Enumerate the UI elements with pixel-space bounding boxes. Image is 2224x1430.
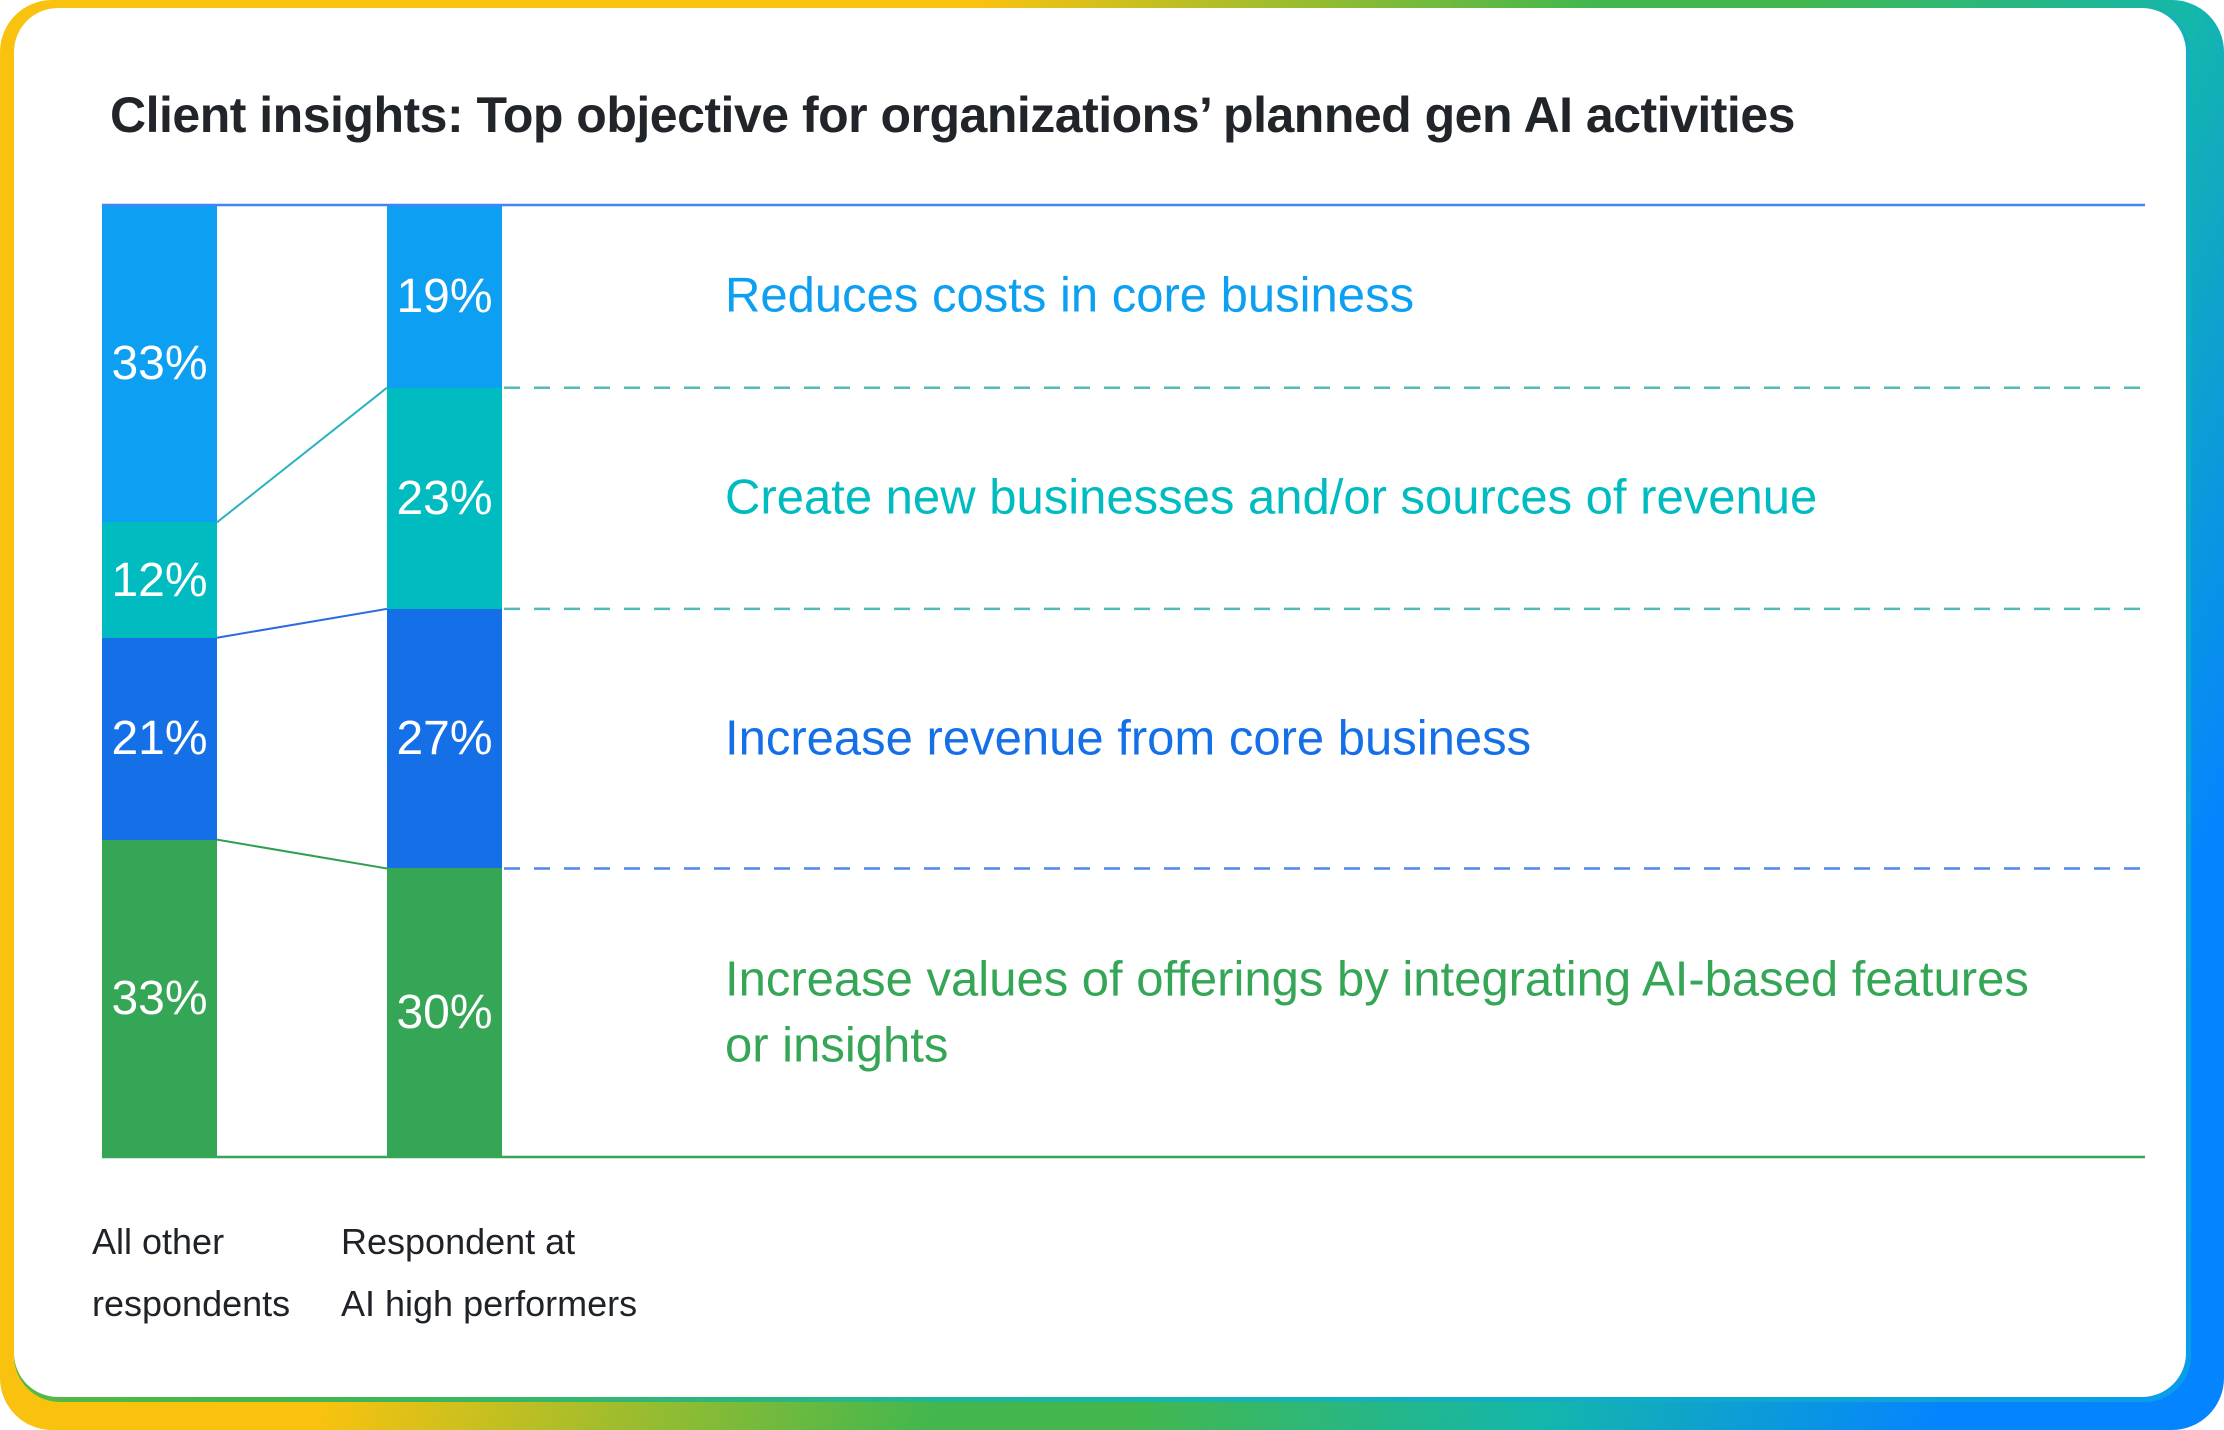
- column-label-right: Respondent at AI high performers: [341, 1211, 637, 1335]
- bar-segment: 23%: [387, 387, 502, 609]
- bar-segment: 12%: [102, 522, 217, 638]
- bar-segment: 33%: [102, 839, 217, 1157]
- bar-segment: 21%: [102, 637, 217, 840]
- category-label: Increase values of offerings by integrat…: [725, 952, 2029, 1073]
- bar-column-0: 33% 12% 21% 33%: [102, 205, 217, 1157]
- chart-stage: Client insights: Top objective for organ…: [14, 8, 2186, 1397]
- category-label: Create new businesses and/or sources of …: [725, 470, 1818, 525]
- segment-value-label: 23%: [396, 471, 493, 525]
- column-label-left: All other respondents: [92, 1211, 290, 1335]
- bar-segment: 33%: [102, 205, 217, 523]
- column-label-line: AI high performers: [341, 1283, 638, 1324]
- bars-layer: 33% 12% 21% 33% 19% 23% 27% 30%: [14, 8, 2186, 1397]
- segment-value-label: 27%: [396, 712, 493, 766]
- segment-value-label: 30%: [396, 986, 493, 1040]
- segment-value-label: 33%: [111, 337, 208, 391]
- bar-column-1: 19% 23% 27% 30%: [387, 205, 502, 1157]
- column-label-line: respondents: [92, 1283, 291, 1324]
- chart-title: Client insights: Top objective for organ…: [110, 87, 1795, 143]
- category-label: Increase revenue from core business: [725, 711, 1532, 766]
- column-label-line: Respondent at: [341, 1221, 576, 1262]
- segment-value-label: 12%: [111, 553, 208, 607]
- category-labels-layer: Reduces costs in core business Create new…: [14, 8, 2186, 1397]
- bar-segment: 30%: [387, 868, 502, 1157]
- segment-value-label: 19%: [396, 269, 493, 323]
- segment-value-label: 21%: [111, 712, 208, 766]
- column-label-line: All other: [92, 1221, 225, 1262]
- card-inner-edge: Client insights: Top objective for organ…: [14, 8, 2191, 1402]
- chart-card: Client insights: Top objective for organ…: [14, 8, 2186, 1397]
- segment-value-label: 33%: [111, 971, 208, 1025]
- bar-segment: 27%: [387, 608, 502, 869]
- category-label: Reduces costs in core business: [725, 269, 1415, 324]
- bar-segment: 19%: [387, 205, 502, 388]
